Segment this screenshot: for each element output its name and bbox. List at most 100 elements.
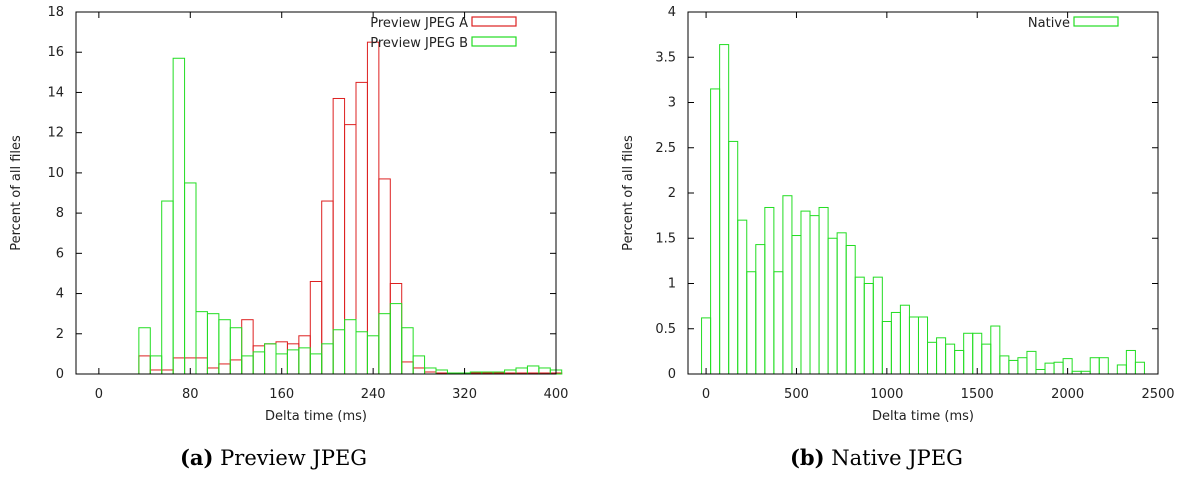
bar (863, 283, 874, 375)
bar (1008, 359, 1019, 375)
bar (286, 343, 300, 375)
bar (321, 200, 334, 375)
y-tick-label: 3.5 (655, 50, 676, 65)
bar (728, 140, 739, 375)
bar (366, 41, 380, 375)
y-tick-label: 0 (668, 367, 676, 382)
bar (845, 244, 856, 375)
bar (854, 276, 865, 375)
bar (809, 215, 820, 375)
y-tick-label: 0 (56, 367, 64, 382)
bar (1098, 357, 1109, 375)
bar (836, 232, 847, 375)
bar (999, 355, 1010, 375)
x-tick-label: 2500 (1141, 387, 1174, 402)
y-tick-label: 6 (56, 246, 64, 261)
bar (264, 343, 277, 375)
bar (206, 367, 220, 375)
y-tick-label: 4 (56, 287, 64, 302)
bar (138, 327, 151, 375)
bar (401, 327, 414, 375)
legend: Native (1028, 16, 1119, 31)
bar (881, 321, 892, 375)
bar (1125, 349, 1136, 375)
bar (764, 206, 775, 375)
bar (1026, 350, 1037, 375)
bar (218, 319, 231, 375)
legend-label: Preview JPEG A (370, 16, 468, 31)
y-tick-label: 12 (47, 126, 64, 141)
bar (355, 81, 368, 375)
bar (206, 313, 220, 375)
bar (298, 347, 311, 375)
x-tick-label: 0 (702, 387, 710, 402)
legend: Preview JPEG A Preview JPEG B (370, 16, 517, 51)
bar (791, 235, 802, 375)
y-tick-label: 1 (668, 277, 676, 292)
bar (963, 332, 974, 375)
x-axis-label: Delta time (ms) (265, 409, 367, 424)
x-tick-label: 400 (544, 387, 569, 402)
bar (264, 343, 277, 375)
y-tick-label: 2 (668, 186, 676, 201)
legend-label: Preview JPEG B (370, 36, 468, 51)
legend-swatch (471, 36, 517, 47)
bar (344, 319, 357, 375)
x-tick-label: 320 (452, 387, 477, 402)
series-b-1 (701, 44, 1145, 375)
x-tick-label: 1500 (961, 387, 994, 402)
bar (1053, 361, 1064, 375)
y-axis-label: Percent of all files (621, 135, 636, 251)
bar (981, 343, 992, 375)
caption-b: (b) Native JPEG (790, 445, 963, 470)
y-tick-label: 14 (47, 85, 64, 100)
x-axis-label: Delta time (ms) (872, 409, 974, 424)
caption-b-text: Native JPEG (831, 446, 963, 470)
bar (710, 88, 721, 375)
bar (719, 44, 730, 375)
bar (241, 319, 254, 375)
bar (1116, 364, 1127, 375)
bar (389, 283, 403, 375)
caption-a: (a) Preview JPEG (180, 445, 367, 470)
bar (818, 206, 829, 375)
bar (737, 219, 748, 375)
caption-b-tag: (b) (790, 445, 825, 470)
plot-frame (75, 11, 557, 375)
bar (1035, 368, 1046, 375)
y-tick-label: 1.5 (655, 231, 676, 246)
bar (184, 182, 197, 375)
plot-frame (687, 11, 1159, 375)
y-tick-label: 18 (47, 5, 64, 20)
chart-panel-b: 0 500 1000 1500 2000 2500 0 0.5 1 1.5 2 2.5 3 3.5 4 Del… (621, 5, 1175, 424)
bar (972, 332, 983, 375)
bar (412, 367, 426, 375)
bar (1089, 357, 1100, 375)
bar (746, 271, 757, 375)
bar (172, 57, 186, 375)
bar (229, 327, 243, 375)
bar (990, 325, 1001, 375)
caption-a-text: Preview JPEG (220, 446, 368, 470)
bar (424, 367, 437, 375)
legend-swatch (471, 16, 517, 27)
legend-label: Native (1028, 16, 1070, 31)
bar (1017, 357, 1028, 375)
bar (800, 210, 811, 375)
bar (1134, 361, 1145, 375)
bar (332, 97, 346, 375)
x-tick-label: 1000 (870, 387, 903, 402)
x-tick-label: 80 (182, 387, 199, 402)
bar (945, 343, 956, 375)
bar (401, 361, 414, 375)
x-tick-label: 500 (784, 387, 809, 402)
y-tick-label: 16 (47, 45, 64, 60)
bar (344, 124, 357, 375)
bar (378, 178, 391, 375)
bar (252, 351, 266, 375)
bar (332, 329, 346, 375)
y-tick-label: 3 (668, 96, 676, 111)
bar (389, 303, 403, 375)
series-a-1 (138, 41, 563, 375)
